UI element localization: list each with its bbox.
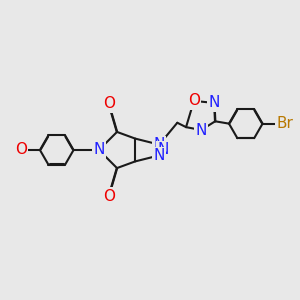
Text: N: N bbox=[93, 142, 105, 158]
Text: Br: Br bbox=[276, 116, 293, 131]
Text: O: O bbox=[103, 97, 115, 112]
Text: N: N bbox=[196, 122, 207, 137]
Text: O: O bbox=[15, 142, 27, 158]
Text: O: O bbox=[188, 93, 200, 108]
Text: N: N bbox=[208, 95, 220, 110]
Text: N: N bbox=[154, 137, 165, 152]
Text: O: O bbox=[103, 188, 115, 203]
Text: N: N bbox=[154, 148, 165, 163]
Text: N: N bbox=[157, 142, 169, 158]
